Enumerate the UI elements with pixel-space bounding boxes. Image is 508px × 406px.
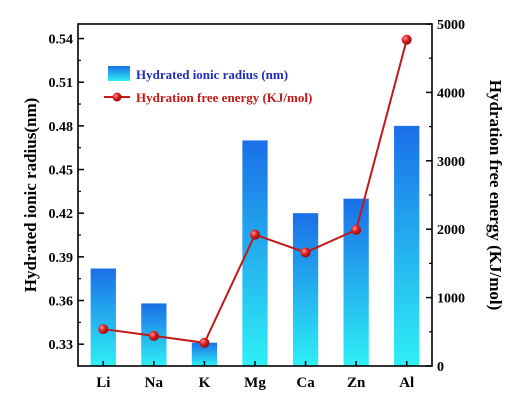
bar-al: [394, 125, 420, 366]
category-label-ca: Ca: [296, 375, 315, 391]
legend-line-label: Hydration free energy (KJ/mol): [136, 90, 312, 105]
category-label-li: Li: [96, 375, 110, 391]
category-label-na: Na: [145, 375, 164, 391]
left-tick-label: 0.48: [49, 120, 74, 135]
right-tick-label: 0: [437, 360, 444, 375]
category-label-k: K: [199, 375, 211, 391]
energy-point-al: [401, 34, 412, 45]
left-tick-label: 0.51: [49, 76, 74, 91]
left-tick-label: 0.54: [49, 33, 74, 48]
energy-point-k: [199, 337, 210, 348]
legend-bar-label: Hydrated ionic radius (nm): [136, 67, 288, 82]
line-layer: [98, 34, 412, 348]
bar-k: [191, 342, 218, 366]
right-tick-label: 1000: [437, 292, 465, 307]
right-axis-title: Hydration free energy (KJ/mol): [486, 80, 505, 311]
bar-li: [90, 268, 116, 366]
left-tick-label: 0.45: [49, 164, 74, 179]
category-label-zn: Zn: [347, 375, 366, 391]
bar-ca: [292, 213, 319, 366]
axes-layer: 0.33 0.36 0.39 0.42 0.45 0.48 0.51 0.54 0 1000 200…: [49, 18, 466, 391]
energy-point-na: [148, 330, 159, 341]
legend-line-marker: [112, 92, 122, 102]
left-tick-label: 0.36: [49, 295, 74, 310]
bar-zn: [343, 198, 369, 366]
legend-bar-swatch: [108, 66, 130, 81]
right-tick-label: 4000: [437, 86, 465, 101]
left-axis-title: Hydrated ionic radius(nm): [21, 98, 40, 293]
energy-point-mg: [250, 229, 260, 240]
right-tick-label: 2000: [437, 223, 465, 238]
energy-point-zn: [351, 224, 362, 235]
energy-point-li: [98, 324, 109, 335]
right-tick-label: 5000: [437, 18, 465, 33]
right-tick-label: 3000: [437, 155, 465, 170]
left-tick-label: 0.39: [49, 251, 74, 266]
legend: Hydrated ionic radius (nm) Hydration fre…: [104, 66, 312, 105]
left-tick-label: 0.42: [49, 207, 74, 222]
left-tick-label: 0.33: [49, 338, 74, 353]
bars-layer: [90, 125, 420, 366]
category-label-al: Al: [399, 375, 414, 391]
category-label-mg: Mg: [244, 375, 266, 391]
energy-point-ca: [300, 247, 311, 258]
